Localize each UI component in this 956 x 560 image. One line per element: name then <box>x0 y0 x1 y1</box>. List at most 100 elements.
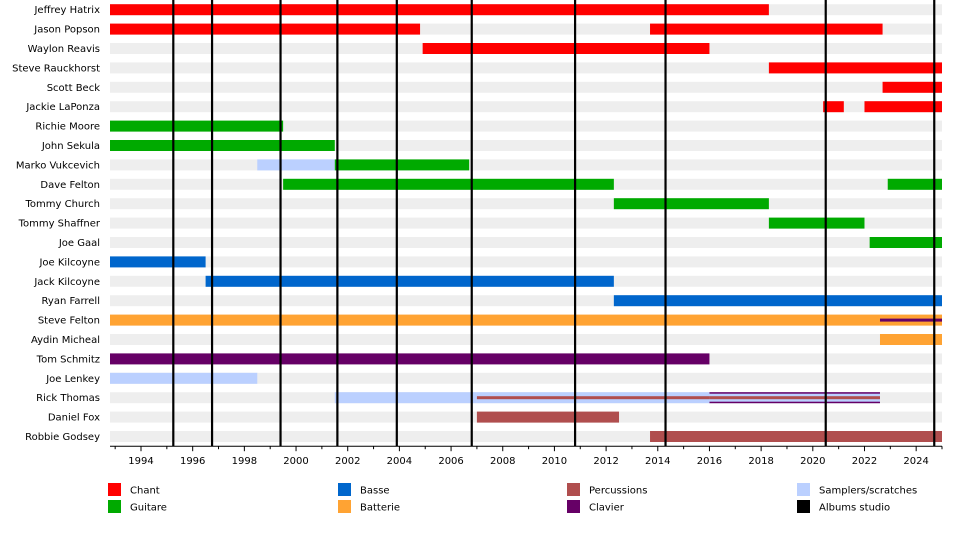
legend-swatch-basse <box>338 483 351 496</box>
bar-edge-top-rick-thomas-2 <box>709 392 880 394</box>
member-name-jeffrey-hatrix: Jeffrey Hatrix <box>33 5 100 16</box>
legend-label-percussions: Percussions <box>589 486 647 497</box>
row-background <box>110 256 942 268</box>
member-name-tommy-shaffner: Tommy Shaffner <box>18 219 101 230</box>
x-tick-label-2000: 2000 <box>283 456 308 467</box>
row-background <box>110 217 942 229</box>
bar-aydin-micheal-batterie-0 <box>879 334 942 345</box>
legend-label-batterie: Batterie <box>360 503 400 514</box>
bar-joe-kilcoyne-basse-0 <box>110 256 206 268</box>
x-tick-label-2014: 2014 <box>645 456 670 467</box>
legend-swatch-batterie <box>338 500 351 513</box>
member-names: Jeffrey Hatrix Jason Popson Waylon Reavis S… <box>12 5 101 443</box>
bar-ryan-farrell-basse-0 <box>613 295 942 307</box>
x-tick-label-1994: 1994 <box>128 456 153 467</box>
member-name-jason-popson: Jason Popson <box>33 25 100 36</box>
row-background <box>110 237 942 248</box>
row-background <box>110 101 942 113</box>
legend-label-guitare: Guitare <box>130 503 167 514</box>
bar-scott-beck-chant-0 <box>882 81 942 93</box>
bar-rick-thomas-samplers-scratches-0 <box>334 392 477 404</box>
x-tick-label-2006: 2006 <box>438 456 463 467</box>
legend-swatch-clavier <box>567 500 580 513</box>
row-background <box>110 295 942 307</box>
bar-joe-lenkey-samplers-scratches-0 <box>110 372 258 384</box>
x-tick-label-2008: 2008 <box>490 456 515 467</box>
bar-waylon-reavis-chant-0 <box>422 43 710 54</box>
bar-stripe-rick-thomas-percussions-1 <box>476 396 710 400</box>
legend-swatch-guitare <box>108 500 121 513</box>
bar-jackie-laponza-chant-0 <box>823 101 844 113</box>
bar-jack-kilcoyne-basse-0 <box>205 275 614 287</box>
member-name-ryan-farrell: Ryan Farrell <box>42 296 100 307</box>
x-axis: 1994 1996 1998 2000 2002 2004 2006 2008 2010 2012… <box>110 445 943 467</box>
x-tick-label-1998: 1998 <box>232 456 257 467</box>
bar-tommy-shaffner-guitare-0 <box>768 217 865 229</box>
legend-label-albums-studio: Albums studio <box>819 503 890 514</box>
x-tick-label-2024: 2024 <box>903 456 928 467</box>
member-name-rick-thomas: Rick Thomas <box>36 393 100 404</box>
x-tick-label-2022: 2022 <box>852 456 877 467</box>
member-name-waylon-reavis: Waylon Reavis <box>28 44 100 55</box>
legend-swatch-samplers-scratches <box>797 483 810 496</box>
member-name-jackie-laponza: Jackie LaPonza <box>25 102 100 113</box>
bar-jackie-laponza-chant-1 <box>864 101 942 113</box>
bar-edge-bottom-rick-thomas-2 <box>709 401 880 404</box>
member-name-dave-felton: Dave Felton <box>40 180 100 191</box>
x-tick-label-2018: 2018 <box>748 456 773 467</box>
bar-stripe-steve-felton-clavier-1 <box>879 318 942 322</box>
member-name-john-sekula: John Sekula <box>41 141 100 152</box>
legend-label-basse: Basse <box>360 486 390 497</box>
bar-john-sekula-guitare-0 <box>110 140 335 151</box>
legend-label-clavier: Clavier <box>589 503 625 514</box>
legend-swatch-chant <box>108 483 121 496</box>
member-bars <box>110 4 942 442</box>
x-tick-label-2016: 2016 <box>697 456 722 467</box>
member-name-joe-kilcoyne: Joe Kilcoyne <box>38 257 100 268</box>
row-background <box>110 198 942 210</box>
row-background <box>110 62 942 74</box>
member-name-scott-beck: Scott Beck <box>47 83 100 94</box>
member-name-joe-gaal: Joe Gaal <box>58 238 100 249</box>
bar-dave-felton-guitare-0 <box>283 178 614 190</box>
x-tick-label-2020: 2020 <box>800 456 825 467</box>
legend: Chant Guitare Basse Batterie Percussions Clav… <box>108 483 917 514</box>
bar-marko-vukcevich-guitare-1 <box>334 159 470 171</box>
member-name-joe-lenkey: Joe Lenkey <box>45 374 100 385</box>
member-name-steve-felton: Steve Felton <box>38 316 100 327</box>
legend-swatch-percussions <box>567 483 580 496</box>
member-name-daniel-fox: Daniel Fox <box>48 413 100 424</box>
bar-stripe-rick-thomas-percussions-2 <box>709 396 880 400</box>
album-lines <box>172 0 936 447</box>
x-tick-label-2002: 2002 <box>335 456 360 467</box>
row-background <box>110 140 942 151</box>
row-background <box>110 159 942 171</box>
bar-daniel-fox-percussions-0 <box>476 411 620 423</box>
bar-steve-felton-batterie-0 <box>110 314 880 326</box>
bar-marko-vukcevich-samplers-scratches-0 <box>257 159 335 171</box>
member-name-richie-moore: Richie Moore <box>35 122 100 133</box>
x-tick-label-2012: 2012 <box>593 456 618 467</box>
bar-tommy-church-guitare-0 <box>613 198 769 210</box>
row-background <box>110 23 942 35</box>
x-tick-label-2010: 2010 <box>542 456 567 467</box>
row-background <box>110 81 942 93</box>
legend-label-chant: Chant <box>130 486 160 497</box>
row-background <box>110 120 942 132</box>
bar-steve-rauckhorst-chant-0 <box>768 62 942 74</box>
member-name-tommy-church: Tommy Church <box>25 199 101 210</box>
bar-richie-moore-guitare-0 <box>110 120 284 132</box>
x-tick-label-2004: 2004 <box>387 456 412 467</box>
bar-jason-popson-chant-0 <box>110 23 421 35</box>
member-name-jack-kilcoyne: Jack Kilcoyne <box>33 277 100 288</box>
member-name-tom-schmitz: Tom Schmitz <box>36 354 100 365</box>
bar-tom-schmitz-clavier-0 <box>110 353 710 365</box>
member-name-marko-vukcevich: Marko Vukcevich <box>16 160 100 171</box>
bar-dave-felton-guitare-1 <box>887 178 942 190</box>
bar-joe-gaal-guitare-0 <box>869 237 942 248</box>
row-background <box>110 372 942 384</box>
member-name-steve-rauckhorst: Steve Rauckhorst <box>12 63 100 74</box>
row-background <box>110 334 942 345</box>
x-tick-label-1996: 1996 <box>180 456 205 467</box>
